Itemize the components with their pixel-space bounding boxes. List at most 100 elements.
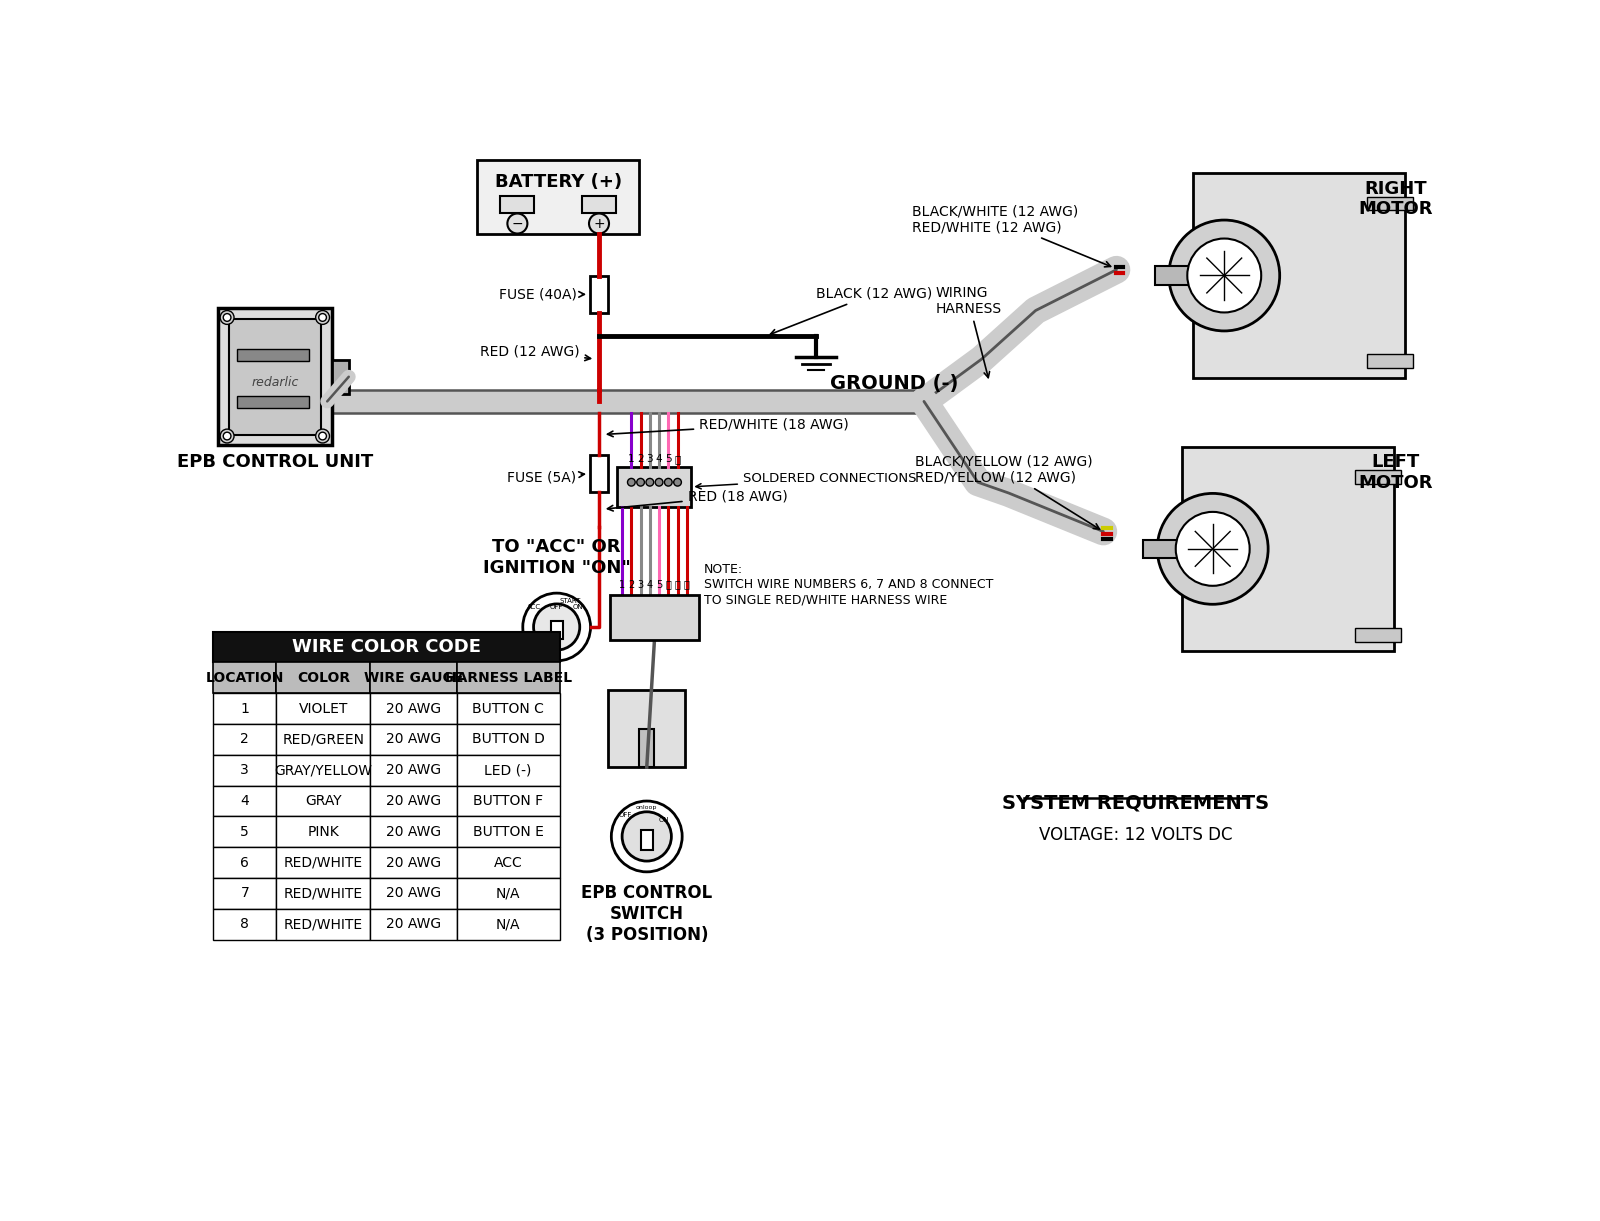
- Bar: [456, 785, 560, 817]
- Text: BLACK (12 AWG): BLACK (12 AWG): [771, 287, 933, 335]
- Circle shape: [533, 604, 579, 650]
- Text: 4: 4: [646, 580, 653, 590]
- Text: 2: 2: [637, 454, 643, 464]
- Bar: [370, 847, 456, 878]
- Text: GRAY: GRAY: [306, 794, 342, 808]
- Text: BLACK/YELLOW (12 AWG)
RED/YELLOW (12 AWG): BLACK/YELLOW (12 AWG) RED/YELLOW (12 AWG…: [915, 454, 1099, 529]
- Text: 7: 7: [240, 886, 250, 900]
- Text: OFF: OFF: [619, 812, 632, 818]
- Circle shape: [1170, 220, 1280, 331]
- Text: 1: 1: [240, 702, 250, 716]
- Text: BLACK/WHITE (12 AWG)
RED/WHITE (12 AWG): BLACK/WHITE (12 AWG) RED/WHITE (12 AWG): [912, 204, 1110, 267]
- Circle shape: [315, 310, 330, 325]
- Bar: [277, 847, 370, 878]
- Circle shape: [507, 214, 528, 233]
- Text: ON: ON: [658, 817, 669, 823]
- Text: COLOR: COLOR: [296, 670, 350, 685]
- Circle shape: [637, 479, 645, 486]
- Circle shape: [1157, 493, 1269, 604]
- Text: 2: 2: [629, 580, 635, 590]
- Bar: [640, 830, 653, 850]
- Text: BUTTON C: BUTTON C: [472, 702, 544, 716]
- Bar: [1182, 447, 1394, 651]
- Bar: [229, 319, 322, 435]
- Text: Ⓠ: Ⓠ: [675, 454, 680, 464]
- Bar: [1366, 354, 1413, 369]
- Text: 20 AWG: 20 AWG: [386, 856, 442, 869]
- Bar: [501, 195, 534, 212]
- Bar: [370, 817, 456, 847]
- Text: EPB CONTROL UNIT: EPB CONTROL UNIT: [176, 453, 373, 471]
- Bar: [456, 878, 560, 908]
- Bar: [237, 396, 309, 408]
- Text: FUSE (40A): FUSE (40A): [499, 287, 584, 302]
- Text: RED/WHITE: RED/WHITE: [283, 886, 363, 900]
- Bar: [610, 596, 699, 640]
- Bar: [608, 690, 685, 767]
- Text: 1: 1: [619, 580, 626, 590]
- Bar: [277, 878, 370, 908]
- Text: ACC: ACC: [494, 856, 523, 869]
- Bar: [370, 694, 456, 724]
- Bar: [213, 724, 277, 755]
- Text: 8: 8: [240, 917, 250, 932]
- Text: 5: 5: [666, 454, 672, 464]
- Circle shape: [627, 479, 635, 486]
- Bar: [590, 276, 608, 313]
- Bar: [638, 729, 654, 767]
- Text: RED (12 AWG): RED (12 AWG): [480, 344, 590, 360]
- Bar: [326, 389, 923, 413]
- Bar: [590, 455, 608, 492]
- Bar: [477, 160, 638, 233]
- Bar: [213, 694, 277, 724]
- Bar: [1194, 173, 1405, 377]
- Bar: [456, 663, 560, 694]
- Bar: [456, 694, 560, 724]
- Bar: [582, 195, 616, 212]
- Text: 1: 1: [629, 454, 635, 464]
- Text: BUTTON F: BUTTON F: [474, 794, 544, 808]
- Text: redarlic: redarlic: [251, 376, 299, 389]
- Circle shape: [622, 812, 672, 861]
- Text: BATTERY (+): BATTERY (+): [494, 173, 622, 190]
- Circle shape: [1176, 512, 1250, 586]
- Text: SYSTEM REQUIREMENTS: SYSTEM REQUIREMENTS: [1002, 794, 1269, 812]
- Text: RIGHT
MOTOR: RIGHT MOTOR: [1358, 179, 1434, 219]
- Text: Ⓢ: Ⓢ: [683, 580, 690, 590]
- Circle shape: [611, 801, 682, 872]
- Bar: [277, 694, 370, 724]
- Bar: [331, 360, 349, 393]
- Bar: [370, 663, 456, 694]
- Text: 20 AWG: 20 AWG: [386, 763, 442, 778]
- Circle shape: [221, 310, 234, 325]
- Text: OFF: OFF: [550, 604, 563, 610]
- Circle shape: [1187, 238, 1261, 313]
- Bar: [213, 847, 277, 878]
- Text: GROUND (-): GROUND (-): [830, 374, 958, 393]
- Text: RED/GREEN: RED/GREEN: [282, 733, 365, 746]
- Circle shape: [224, 314, 230, 321]
- Text: N/A: N/A: [496, 917, 520, 932]
- Bar: [1155, 266, 1194, 284]
- Bar: [370, 878, 456, 908]
- Bar: [456, 724, 560, 755]
- Text: 20 AWG: 20 AWG: [386, 825, 442, 839]
- Bar: [277, 755, 370, 785]
- Text: LOCATION: LOCATION: [206, 670, 283, 685]
- Bar: [277, 817, 370, 847]
- Text: WIRING
HARNESS: WIRING HARNESS: [936, 286, 1002, 377]
- Text: 20 AWG: 20 AWG: [386, 917, 442, 932]
- Bar: [1355, 628, 1402, 641]
- Text: 20 AWG: 20 AWG: [386, 794, 442, 808]
- Text: 4: 4: [240, 794, 250, 808]
- Bar: [213, 785, 277, 817]
- Circle shape: [646, 479, 654, 486]
- Bar: [370, 908, 456, 940]
- Text: VOLTAGE: 12 VOLTS DC: VOLTAGE: 12 VOLTS DC: [1038, 825, 1232, 844]
- Circle shape: [674, 479, 682, 486]
- Text: START: START: [560, 598, 581, 604]
- Text: EPB CONTROL
SWITCH
(3 POSITION): EPB CONTROL SWITCH (3 POSITION): [581, 884, 712, 944]
- Text: N/A: N/A: [496, 886, 520, 900]
- Text: 3: 3: [637, 580, 643, 590]
- Text: SOLDERED CONNECTIONS: SOLDERED CONNECTIONS: [696, 473, 917, 488]
